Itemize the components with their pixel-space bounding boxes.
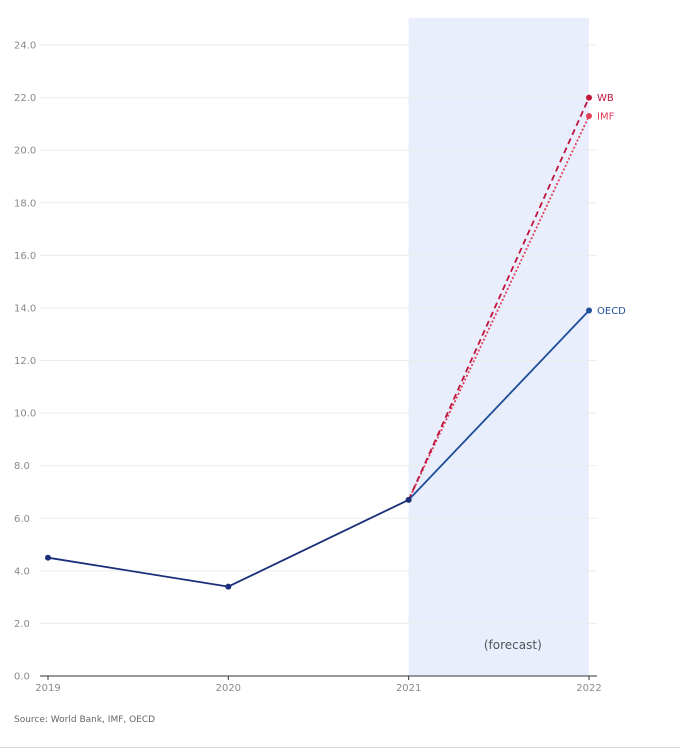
- y-tick-label: 4.0: [14, 566, 30, 577]
- data-point: [225, 583, 232, 590]
- series-label: WB: [597, 93, 614, 104]
- y-tick-label: 10.0: [14, 409, 36, 420]
- x-tick-label: 2020: [216, 683, 241, 694]
- data-point: [586, 307, 592, 314]
- y-tick-label: 20.0: [14, 146, 36, 157]
- y-tick-label: 24.0: [14, 41, 36, 52]
- series-layer: IMF WB OECD: [45, 93, 626, 590]
- data-point: [405, 496, 412, 503]
- series-oecd: OECD: [45, 306, 626, 590]
- y-tick-label: 12.0: [14, 356, 36, 367]
- series-imf: IMF: [407, 111, 615, 501]
- x-tick-label: 2021: [396, 683, 421, 694]
- series-line-segment: [408, 309, 590, 501]
- data-point: [586, 94, 592, 101]
- x-axis-ticks: 2019 2020 2021 2022: [35, 676, 602, 694]
- y-tick-label: 18.0: [14, 198, 36, 209]
- bottom-divider: [0, 747, 680, 748]
- forecast-label: (forecast): [484, 638, 542, 652]
- x-tick-label: 2022: [576, 683, 601, 694]
- series-label: IMF: [597, 111, 615, 122]
- y-axis-ticks: 0.0 2.0 4.0 6.0 8.0 10.0 12.0 14.0 16.0 18.0 20.0 2…: [14, 41, 36, 683]
- series-line-segment: [407, 115, 590, 501]
- x-tick-label: 2019: [35, 683, 60, 694]
- y-tick-label: 0.0: [14, 672, 30, 683]
- series-line-segment: [227, 499, 410, 588]
- y-tick-label: 16.0: [14, 251, 36, 262]
- y-tick-label: 22.0: [14, 93, 36, 104]
- y-tick-label: 2.0: [14, 619, 30, 630]
- forecast-region: [408, 18, 589, 676]
- series-line-segment: [407, 97, 590, 501]
- series-line-segment: [47, 556, 229, 588]
- y-tick-label: 8.0: [14, 461, 30, 472]
- series-wb: WB: [407, 93, 614, 501]
- data-point: [586, 112, 592, 119]
- series-label: OECD: [597, 306, 626, 317]
- source-note: Source: World Bank, IMF, OECD: [14, 715, 155, 725]
- data-point: [45, 554, 51, 561]
- y-tick-label: 6.0: [14, 514, 30, 525]
- y-tick-label: 14.0: [14, 303, 36, 314]
